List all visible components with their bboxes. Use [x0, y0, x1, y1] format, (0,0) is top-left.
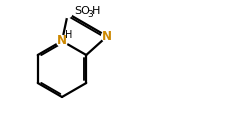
Circle shape [56, 35, 68, 46]
Text: H: H [65, 30, 73, 39]
Text: N: N [57, 34, 67, 47]
Circle shape [64, 10, 72, 18]
Text: SO: SO [74, 6, 90, 16]
Text: H: H [92, 6, 101, 16]
Circle shape [102, 31, 113, 42]
Text: 3: 3 [87, 10, 93, 19]
Text: N: N [102, 30, 112, 43]
